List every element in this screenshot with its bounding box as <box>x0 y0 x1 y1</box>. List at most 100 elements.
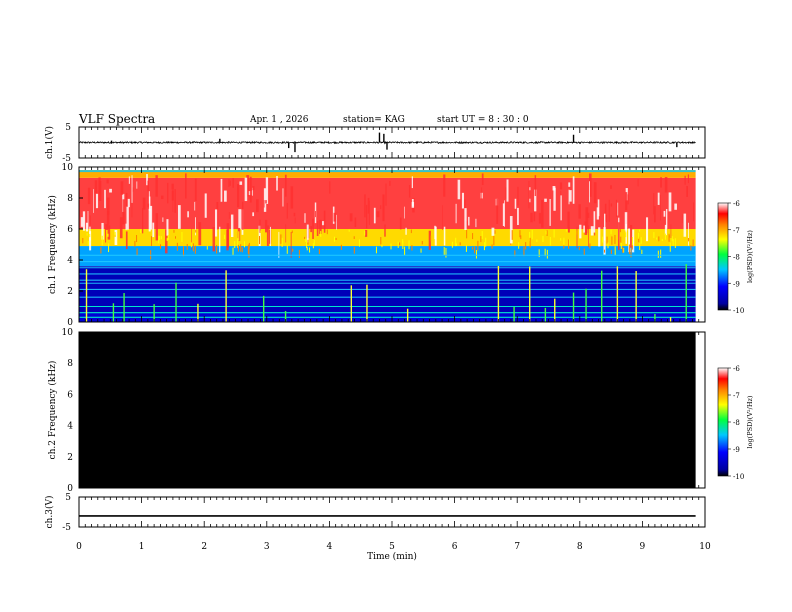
time-tick-label: 3 <box>264 542 270 552</box>
time-tick-label: 4 <box>327 542 333 552</box>
ch1-wisp <box>568 239 570 249</box>
ch1-speckle <box>106 179 109 184</box>
ch1-wisp <box>397 241 399 248</box>
ch1-speckle <box>316 220 319 237</box>
ch1-wisp <box>194 245 196 254</box>
ch1-wisp <box>134 240 136 247</box>
time-axis-label: Time (min) <box>367 551 417 562</box>
ch2-colorbar-label: log(PSD)(V²/Hz) <box>746 395 754 448</box>
ch1-wisp <box>638 236 640 243</box>
ch1-speckle <box>109 188 112 193</box>
ch1-speckle <box>131 175 133 203</box>
ch1-speckle <box>349 213 353 222</box>
ch1-wisp <box>411 245 413 251</box>
ch1-wisp <box>622 246 624 253</box>
ch1-wisp <box>443 247 445 256</box>
ch1-speckle <box>610 185 612 189</box>
ch3-ytick-label: -5 <box>62 523 71 533</box>
time-tick-label: 2 <box>201 542 207 552</box>
ch1-speckle <box>674 203 677 210</box>
ch1-wisp <box>606 236 608 244</box>
ch1-speckle <box>404 206 405 219</box>
ch1-wisp <box>86 232 88 236</box>
ch1-speckle <box>572 176 575 204</box>
ch1-wisp <box>545 230 547 235</box>
ch1-wisp <box>542 235 544 243</box>
ch1-wisp <box>604 249 606 253</box>
ch1-speckle <box>194 201 196 211</box>
ch1-speckle <box>126 206 129 230</box>
ch1-wisp <box>381 244 383 248</box>
ch1-speckle <box>569 190 572 202</box>
ch1-wisp <box>536 239 538 242</box>
ch1-speckle <box>191 228 192 250</box>
ch1-wisp <box>620 243 622 249</box>
ch1-speckle <box>411 202 415 208</box>
ch2-spec-ytick-label: 4 <box>67 422 73 432</box>
ch1-speckle <box>148 208 151 232</box>
ch1-wisp <box>399 242 401 246</box>
ch1-wisp <box>114 232 116 237</box>
ch1-wisp <box>568 239 570 246</box>
ch1-wisp <box>107 233 109 237</box>
ch1-speckle <box>684 175 686 185</box>
ch1-wisp <box>661 238 663 242</box>
ch1-speckle <box>590 226 594 236</box>
ch1-wisp <box>190 242 192 248</box>
ch1-wisp <box>491 244 493 249</box>
ch1-speckle <box>376 211 380 218</box>
ch1-wisp <box>192 243 194 252</box>
ch1-speckle <box>149 205 153 230</box>
ch1-spectral-band <box>79 177 696 229</box>
ch1-wisp <box>481 231 483 239</box>
ch1-wisp <box>408 240 410 250</box>
ch1-speckle <box>312 218 314 239</box>
ch1-wisp <box>404 246 406 256</box>
ch2-colorbar <box>717 367 729 477</box>
ch1-spec-ytick-label: 10 <box>62 163 74 173</box>
figure-title: VLF Spectra <box>79 112 156 126</box>
ch1-wisp <box>281 237 283 247</box>
ch1-speckle <box>89 226 91 241</box>
ch1-speckle <box>98 177 101 194</box>
ch1-wisp <box>237 238 239 249</box>
ch1-speckle <box>165 229 168 254</box>
time-tick-label: 0 <box>76 542 82 552</box>
ch1-speckle <box>457 179 461 200</box>
ch1-speckle <box>464 208 467 230</box>
ch1-speckle <box>428 230 431 250</box>
ch1-wisp <box>483 242 485 251</box>
ch1-wisp <box>519 230 521 238</box>
ch1-speckle <box>687 174 690 184</box>
ch1-wisp <box>248 248 250 258</box>
ch1-speckle <box>597 199 600 217</box>
ch1-speckle <box>442 205 443 231</box>
ch1-wisp <box>525 242 527 250</box>
ch1-speckle <box>220 178 223 202</box>
ch1-wisp <box>234 241 236 249</box>
ch1-speckle <box>544 198 547 202</box>
ch1-wisp <box>358 239 360 247</box>
ch1-ytick-label: 5 <box>65 123 71 133</box>
ch1-speckle <box>603 227 606 255</box>
ch1-wisp <box>353 236 355 239</box>
ch1-speckle <box>294 217 296 224</box>
ch1-speckle <box>128 176 130 184</box>
ch1-wisp <box>660 249 662 258</box>
ch1-wisp <box>602 236 604 243</box>
ch1-wisp <box>589 243 591 249</box>
ch1-colorbar-tick-label: -6 <box>733 200 740 208</box>
ch1-speckle <box>481 173 484 186</box>
ch1-speckle <box>214 209 218 237</box>
ch1-speckle <box>152 222 155 238</box>
ch1-speckle <box>284 174 287 197</box>
ch1-wisp <box>672 239 674 246</box>
ch1-wisp <box>625 232 627 238</box>
ch1-wisp <box>610 249 612 254</box>
ch1-speckle <box>131 187 134 192</box>
ch1-wisp <box>353 247 355 254</box>
ch1-wisp <box>658 236 660 242</box>
ch1-speckle <box>505 187 507 199</box>
ch1-speckle <box>276 175 278 191</box>
ch1-wisp <box>614 246 616 255</box>
